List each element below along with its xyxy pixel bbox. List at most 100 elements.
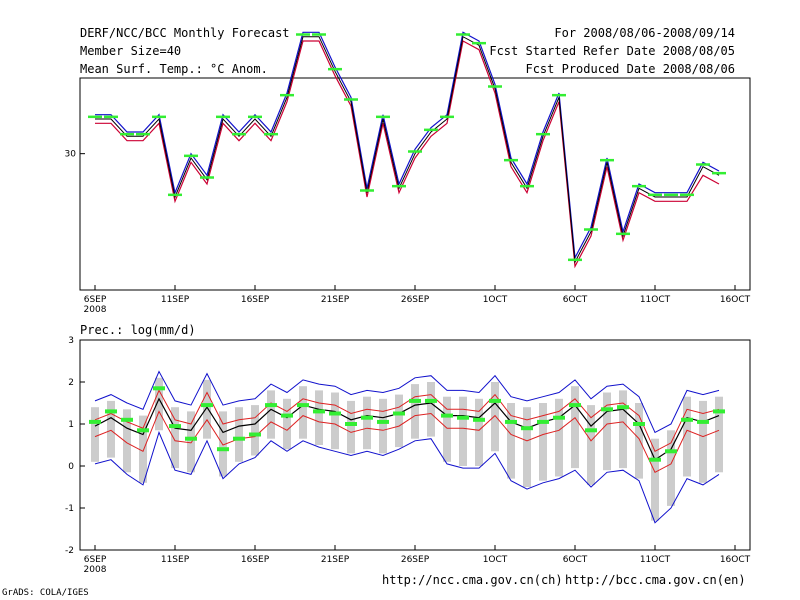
start-ref-date: Fcst Started Refer Date 2008/08/05 — [489, 44, 735, 58]
variable-label: Mean Surf. Temp.: °C Anom. — [80, 62, 268, 76]
precip-x-tick-label: 6OCT — [563, 555, 588, 565]
precip-x-year-label: 2008 — [84, 565, 107, 575]
precip-y-tick-label: 0 — [68, 462, 74, 472]
precip-spread-bar — [683, 396, 691, 477]
grads-credit: GrADS: COLA/IGES — [2, 588, 89, 598]
precip-observed-marker — [409, 398, 421, 403]
precip-observed-marker — [473, 417, 485, 422]
precip-spread-bar — [603, 392, 611, 471]
precip-observed-marker — [617, 405, 629, 410]
precip-observed-marker — [377, 419, 389, 424]
precip-spread-bar — [139, 415, 147, 483]
precip-observed-marker — [345, 422, 357, 426]
precip-spread-bar — [347, 400, 355, 454]
temp-x-tick-label: 26SEP — [401, 295, 430, 305]
precip-observed-marker — [489, 398, 501, 403]
precip-panel-label: Prec.: log(mm/d) — [80, 323, 196, 337]
precip-spread-bar — [491, 382, 499, 452]
precip-lower-bound-line — [94, 410, 720, 473]
precip-spread-bar — [459, 396, 467, 466]
temp-y-tick-label: 30 — [65, 150, 77, 160]
precip-spread-bar — [411, 384, 419, 439]
precip-spread-bar — [315, 390, 323, 445]
precip-spread-bar — [539, 403, 547, 481]
precip-observed-marker — [329, 411, 341, 416]
ncc-url: http://ncc.cma.gov.cn(ch) — [382, 573, 563, 587]
precip-y-tick-label: -1 — [65, 504, 74, 514]
precip-observed-marker — [633, 422, 645, 426]
precip-observed-marker — [681, 417, 693, 422]
precip-observed-marker — [265, 403, 277, 408]
precip-spread-bar — [171, 407, 179, 469]
precip-observed-marker — [185, 436, 197, 441]
temp-x-tick-label: 11OCT — [640, 295, 671, 305]
temp-x-tick-label: 11SEP — [161, 295, 190, 305]
temp-mean-line — [95, 35, 720, 264]
temp-x-tick-label: 21SEP — [321, 295, 350, 305]
precip-upper-member-line — [94, 389, 720, 452]
chart-title: DERF/NCC/BCC Monthly Forecast — [80, 26, 290, 40]
precip-x-tick-label: 16SEP — [241, 555, 270, 565]
temp-x-tick-label: 6OCT — [563, 295, 588, 305]
temp-x-tick-label: 16SEP — [241, 295, 270, 305]
precip-spread-bar — [587, 405, 595, 485]
precip-observed-marker — [153, 386, 165, 391]
precip-spread-bar — [395, 394, 403, 448]
precip-observed-marker — [665, 449, 677, 454]
precip-spread-bar — [555, 398, 563, 477]
member-size-label: Member Size=40 — [80, 44, 182, 58]
precip-observed-marker — [521, 426, 533, 431]
precip-spread-bar — [299, 386, 307, 439]
precip-x-tick-label: 11OCT — [640, 555, 671, 565]
precip-plot-frame — [79, 339, 751, 551]
precip-observed-marker — [425, 398, 437, 403]
precip-spread-bar — [523, 407, 531, 487]
precip-mean-line — [94, 397, 720, 461]
precip-x-tick-label: 11SEP — [161, 555, 190, 565]
temp-x-tick-label: 1OCT — [483, 295, 508, 305]
precip-spread-bar — [427, 382, 435, 437]
precip-lowest-member-line — [94, 430, 720, 524]
temp-upper-line — [95, 31, 720, 260]
precip-spread-bar — [155, 377, 163, 431]
precip-spread-bar — [251, 405, 259, 456]
precip-spread-bar — [267, 390, 275, 439]
precip-y-tick-label: 1 — [68, 420, 74, 430]
precip-observed-marker — [233, 436, 245, 441]
precip-observed-marker — [697, 419, 709, 424]
precip-observed-marker — [569, 403, 581, 408]
precip-x-tick-label: 6SEP — [84, 555, 107, 565]
precip-observed-marker — [713, 409, 725, 414]
precip-y-tick-label: 3 — [68, 336, 74, 346]
precip-spread-bar — [203, 379, 211, 439]
precip-spread-bar — [331, 392, 339, 450]
precip-spread-bar — [107, 400, 115, 458]
precip-spread-bar — [283, 398, 291, 450]
precip-spread-bar — [571, 386, 579, 469]
temp-x-year-label: 2008 — [84, 305, 107, 315]
precip-y-tick-label: 2 — [68, 378, 74, 388]
precip-observed-marker — [249, 432, 261, 437]
precip-observed-marker — [137, 428, 149, 433]
precip-observed-marker — [361, 415, 373, 420]
precip-x-tick-label: 26SEP — [401, 555, 430, 565]
precip-observed-marker — [201, 403, 213, 408]
precip-x-tick-label: 21SEP — [321, 555, 350, 565]
precip-observed-marker — [441, 413, 453, 418]
precip-spread-bar — [475, 398, 483, 466]
precip-spread-bar — [443, 396, 451, 462]
precip-observed-marker — [585, 428, 597, 433]
precip-spread-bar — [363, 396, 371, 450]
precip-spread-bar — [379, 398, 387, 454]
bcc-url: http://bcc.cma.gov.cn(en) — [565, 573, 746, 587]
precip-observed-marker — [89, 419, 101, 424]
precip-observed-marker — [601, 407, 613, 412]
precip-spread-bar — [91, 407, 99, 462]
temp-x-tick-label: 16OCT — [720, 295, 751, 305]
precip-spread-bar — [715, 396, 723, 473]
precip-observed-marker — [537, 419, 549, 424]
precip-observed-marker — [553, 415, 565, 420]
forecast-period: For 2008/08/06-2008/09/14 — [554, 26, 735, 40]
precip-spread-bar — [219, 411, 227, 477]
